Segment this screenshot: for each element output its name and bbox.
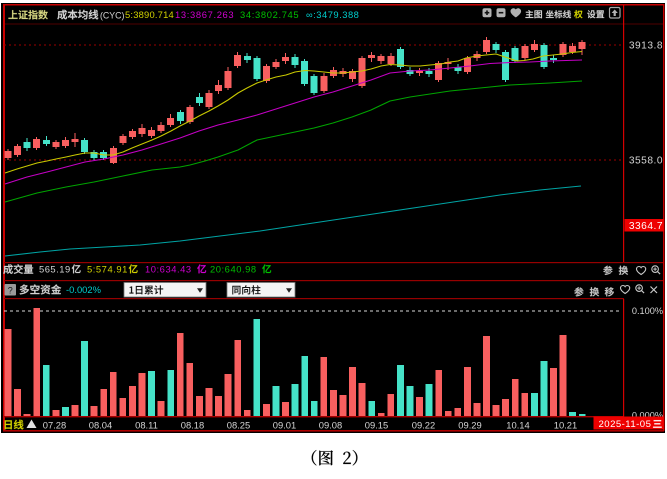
- svg-text:08.18: 08.18: [181, 420, 204, 431]
- svg-text:08.25: 08.25: [227, 420, 250, 431]
- svg-text:08.11: 08.11: [135, 420, 158, 431]
- svg-text:3558.0: 3558.0: [629, 156, 663, 167]
- svg-text:-0.002%: -0.002%: [66, 284, 101, 295]
- svg-text:09.29: 09.29: [458, 420, 481, 431]
- svg-text:08.04: 08.04: [89, 420, 112, 431]
- svg-text:09.08: 09.08: [319, 420, 342, 431]
- svg-text:10.21: 10.21: [554, 420, 577, 431]
- svg-text:∞:3479.388: ∞:3479.388: [306, 9, 359, 20]
- svg-text:10:634.43: 10:634.43: [145, 264, 192, 275]
- svg-text:09.15: 09.15: [365, 420, 388, 431]
- svg-text:20:640.98: 20:640.98: [210, 264, 257, 275]
- svg-text:3913.8: 3913.8: [629, 41, 663, 52]
- svg-text:0.000%: 0.000%: [632, 411, 663, 421]
- svg-text:?: ?: [8, 286, 13, 296]
- svg-text:565.19: 565.19: [39, 264, 71, 275]
- svg-text:5:3890.714: 5:3890.714: [125, 9, 174, 20]
- svg-text:09.01: 09.01: [273, 420, 296, 431]
- svg-text:09.22: 09.22: [412, 420, 435, 431]
- svg-text:10.14: 10.14: [506, 420, 529, 431]
- svg-text:(CYC): (CYC): [100, 11, 125, 21]
- svg-text:0.100%: 0.100%: [632, 306, 663, 316]
- svg-text:34:3802.745: 34:3802.745: [240, 9, 299, 20]
- svg-text:07.28: 07.28: [43, 420, 66, 431]
- svg-text:3364.7: 3364.7: [629, 221, 663, 232]
- svg-text:2025-11-05: 2025-11-05: [599, 419, 652, 430]
- svg-text:5:574.91: 5:574.91: [87, 264, 128, 275]
- svg-text:13:3867.263: 13:3867.263: [175, 9, 234, 20]
